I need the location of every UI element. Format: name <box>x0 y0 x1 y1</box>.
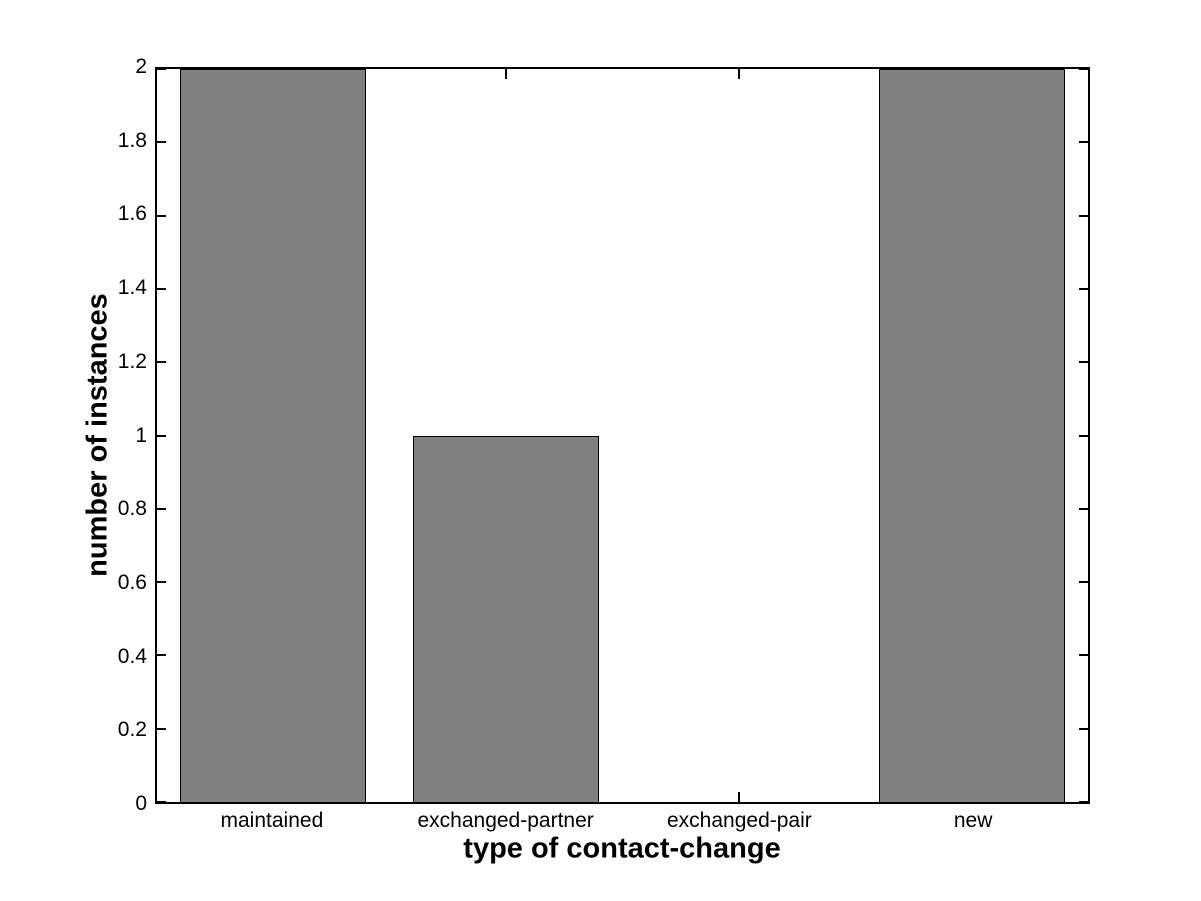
bar-maintained <box>180 69 367 802</box>
y-axis-tick-right <box>1079 68 1088 70</box>
x-tick-label-exchanged-pair: exchanged-pair <box>666 809 812 832</box>
y-axis-tick-left <box>157 581 166 584</box>
bar-new <box>878 69 1065 802</box>
x-tick-label-exchanged-partner: exchanged-partner <box>417 809 594 832</box>
y-axis-tick-right <box>1079 801 1088 803</box>
y-tick-label: 1.4 <box>117 276 147 300</box>
y-axis-tick-left <box>157 727 166 730</box>
x-axis-tick-top <box>505 69 508 79</box>
y-tick-label: 2 <box>135 55 147 78</box>
y-axis-tick-left <box>157 287 166 290</box>
y-tick-label: 1 <box>135 423 147 447</box>
y-axis-tick-left <box>157 654 166 657</box>
x-tick-label-new: new <box>953 809 993 832</box>
y-axis-tick-left <box>157 361 166 364</box>
y-tick-label: 0.4 <box>117 644 147 668</box>
y-axis-tick-left <box>157 434 166 437</box>
y-axis-tick-right <box>1079 361 1088 364</box>
y-tick-label: 0.6 <box>117 570 147 594</box>
y-axis-tick-right <box>1079 141 1088 144</box>
y-axis-tick-left <box>157 141 166 144</box>
y-axis-tick-right <box>1079 654 1088 657</box>
y-tick-label: 1.8 <box>117 128 147 152</box>
x-axis-tick-top <box>737 69 740 79</box>
y-axis-tick-right <box>1079 581 1088 584</box>
y-axis-tick-left <box>157 801 166 803</box>
y-axis-tick-right <box>1079 287 1088 290</box>
x-axis-tick-bottom <box>737 792 740 802</box>
y-tick-label: 0.2 <box>117 718 147 742</box>
y-axis-tick-right <box>1079 434 1088 437</box>
x-axis-tick-labels: maintained exchanged-partner exchanged-pai… <box>155 808 1090 838</box>
y-axis-tick-right <box>1079 507 1088 510</box>
y-axis-tick-left <box>157 68 166 70</box>
x-tick-label-maintained: maintained <box>220 809 324 832</box>
x-axis-label: type of contact-change <box>463 832 781 865</box>
y-axis-tick-right <box>1079 214 1088 217</box>
y-tick-label: 1.2 <box>117 349 147 373</box>
y-axis-tick-labels: 0 0.2 0.4 0.6 0.8 1 1.2 1.4 1.6 1.8 2 <box>0 55 147 815</box>
y-tick-label: 0.8 <box>117 497 147 521</box>
y-axis-tick-right <box>1079 727 1088 730</box>
y-axis-tick-left <box>157 507 166 510</box>
y-tick-label: 1.6 <box>117 202 147 226</box>
bar-exchanged-partner <box>413 435 600 802</box>
y-axis-label: number of instances <box>81 293 114 577</box>
y-tick-label: 0 <box>135 792 147 815</box>
plot-area <box>155 67 1090 804</box>
y-axis-tick-left <box>157 214 166 217</box>
